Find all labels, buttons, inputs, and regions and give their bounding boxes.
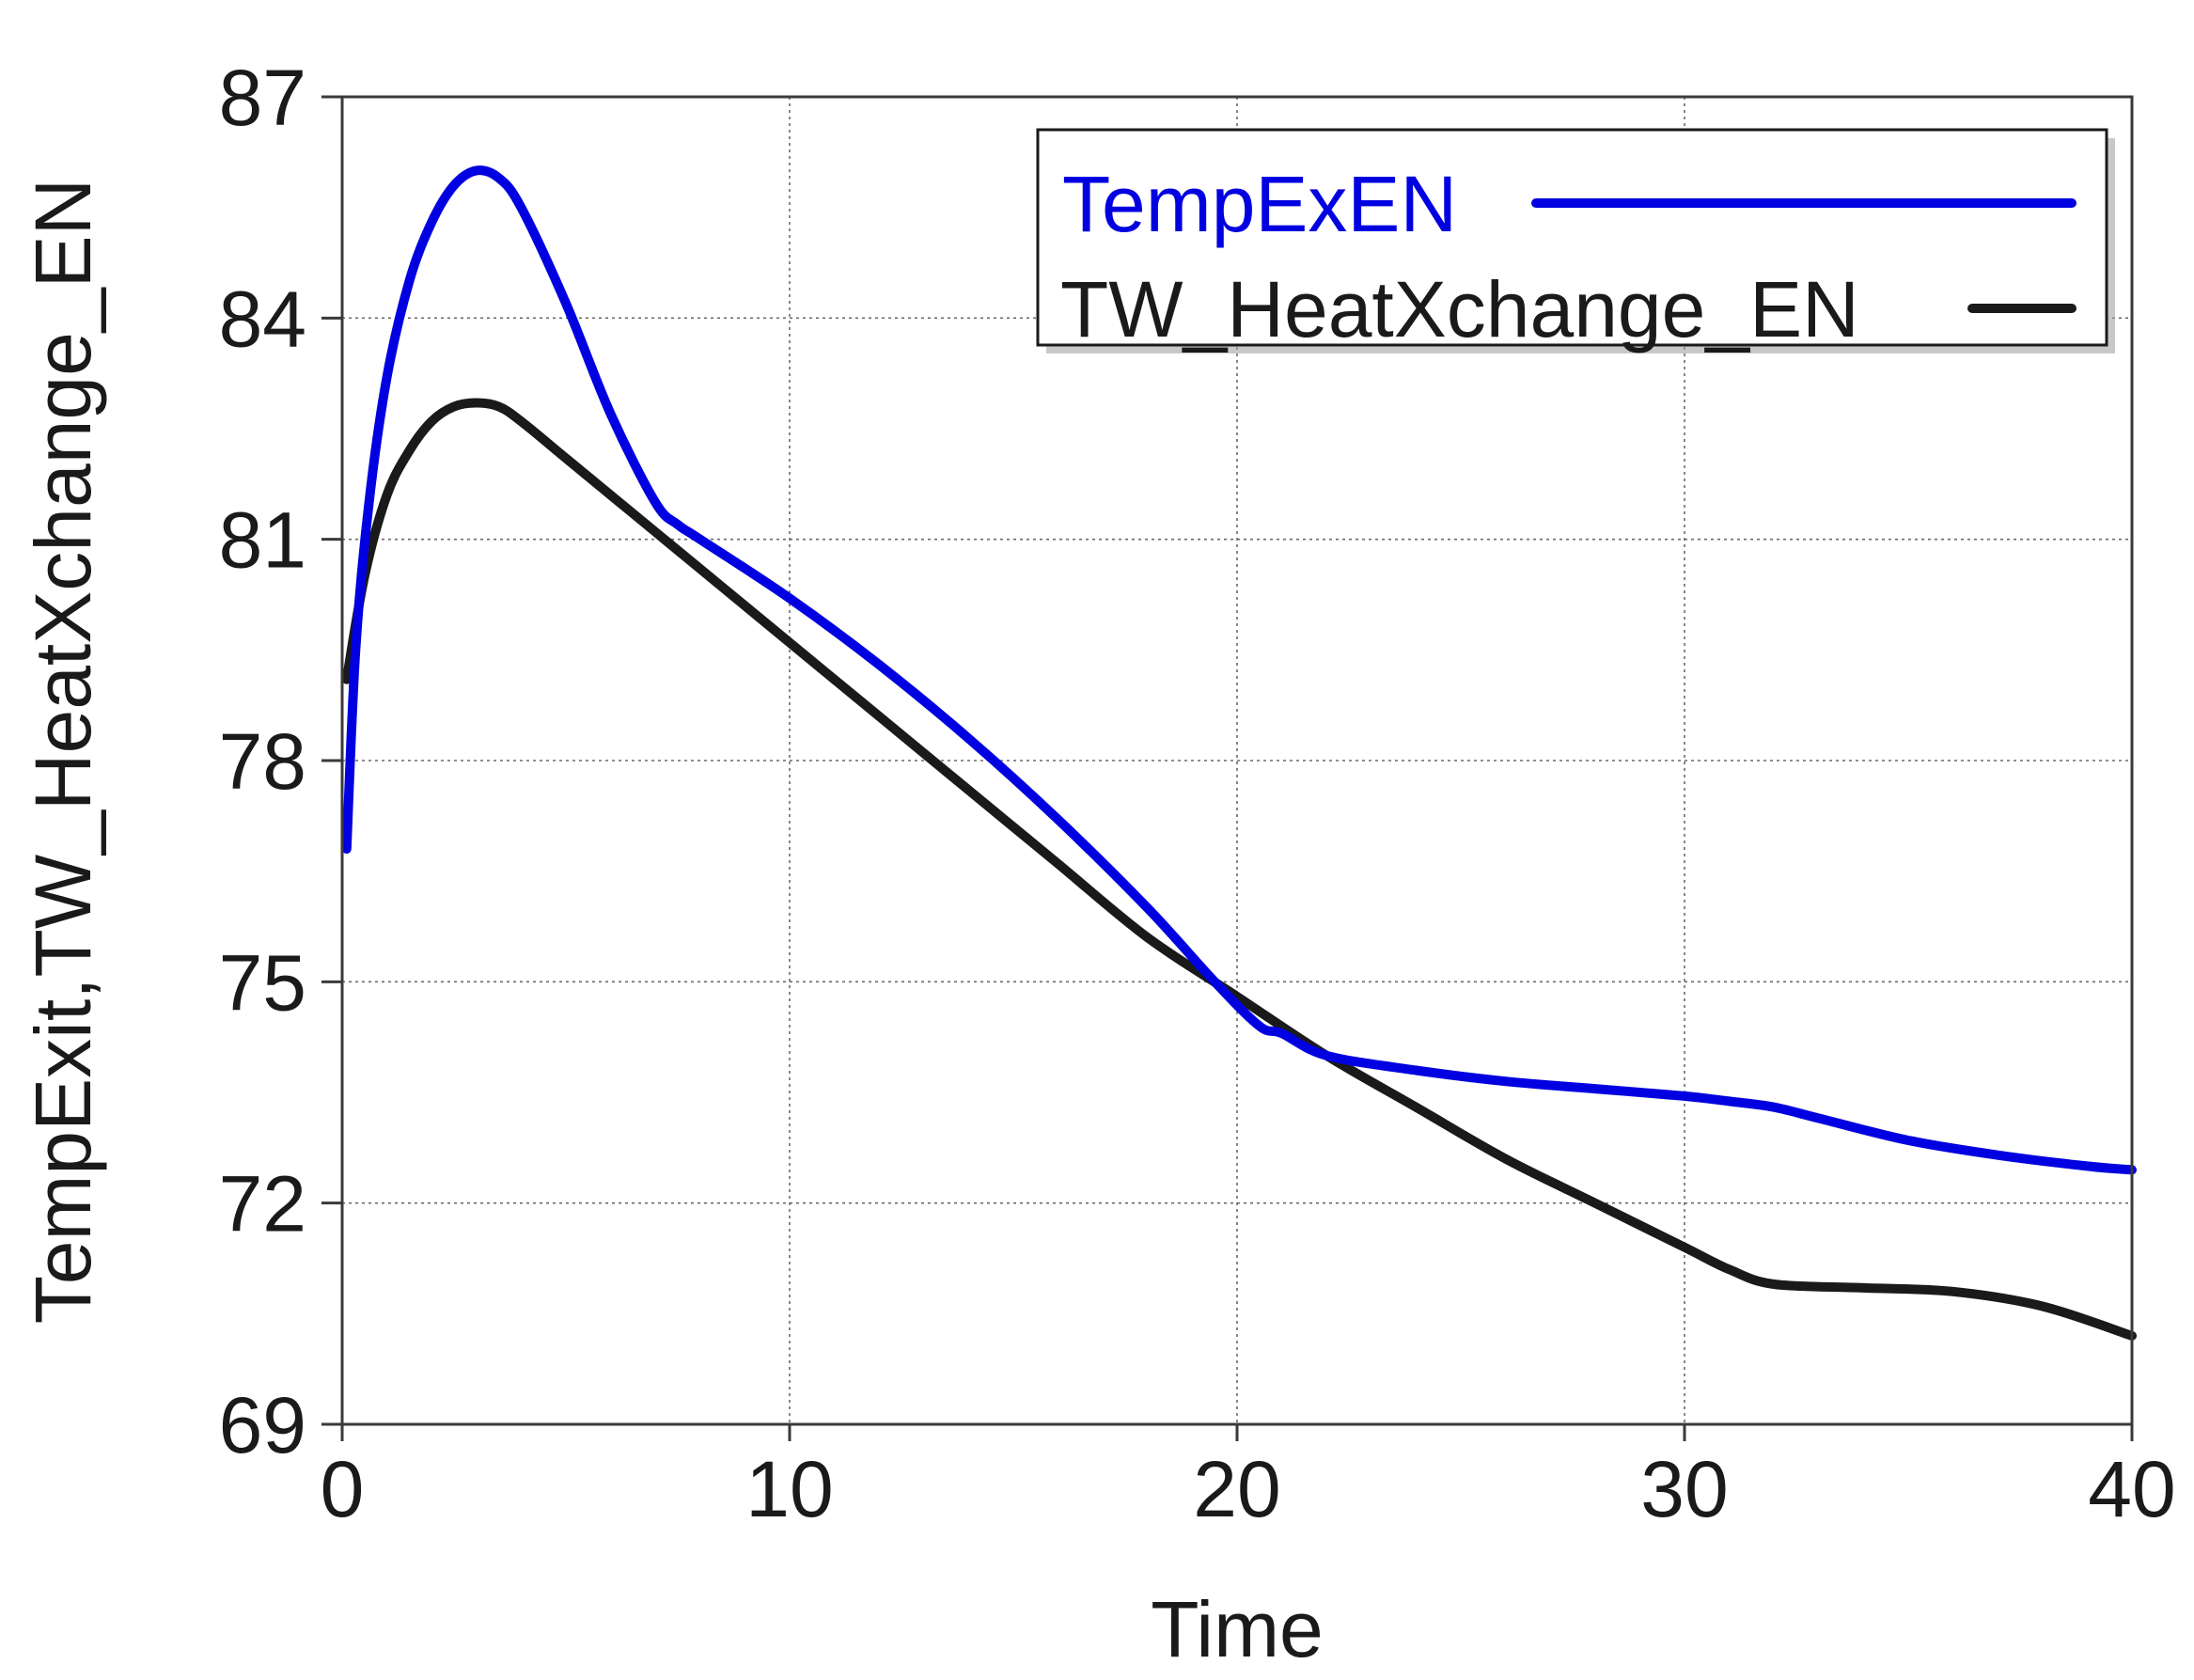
series-layer bbox=[341, 165, 2137, 1341]
x-axis-title: Time bbox=[1151, 1585, 1324, 1673]
x-tick-label: 10 bbox=[745, 1445, 833, 1533]
y-tick-label: 69 bbox=[219, 1381, 306, 1469]
tick-labels: 0 10 20 30 40 69 72 75 78 81 84 87 bbox=[219, 54, 2176, 1533]
x-tick-label: 40 bbox=[2088, 1445, 2175, 1533]
x-tick-label: 30 bbox=[1640, 1445, 1728, 1533]
y-tick-label: 84 bbox=[219, 275, 306, 363]
series-line-tw-heatxchange-en bbox=[341, 398, 2137, 1341]
legend-label-tempexen: TempExEN bbox=[1062, 160, 1457, 248]
axis-ticks bbox=[321, 95, 2134, 1441]
x-tick-label: 0 bbox=[321, 1445, 365, 1533]
legend-label-tw-heatxchange-en: TW_HeatXchange_EN bbox=[1060, 265, 1859, 353]
y-tick-label: 87 bbox=[219, 54, 306, 142]
y-tick-label: 78 bbox=[219, 717, 306, 806]
y-tick-label: 72 bbox=[219, 1160, 306, 1248]
series-line-tempexen bbox=[341, 165, 2137, 1175]
legend-box bbox=[1036, 128, 2108, 347]
y-axis-title: TempExit,TW_HeatXchange_EN bbox=[19, 179, 107, 1325]
grid bbox=[342, 97, 2132, 1424]
legend: TempExEN TW_HeatXchange_EN bbox=[1036, 128, 2115, 353]
x-tick-label: 20 bbox=[1193, 1445, 1280, 1533]
y-tick-label: 81 bbox=[219, 496, 306, 585]
y-tick-label: 75 bbox=[219, 938, 306, 1027]
